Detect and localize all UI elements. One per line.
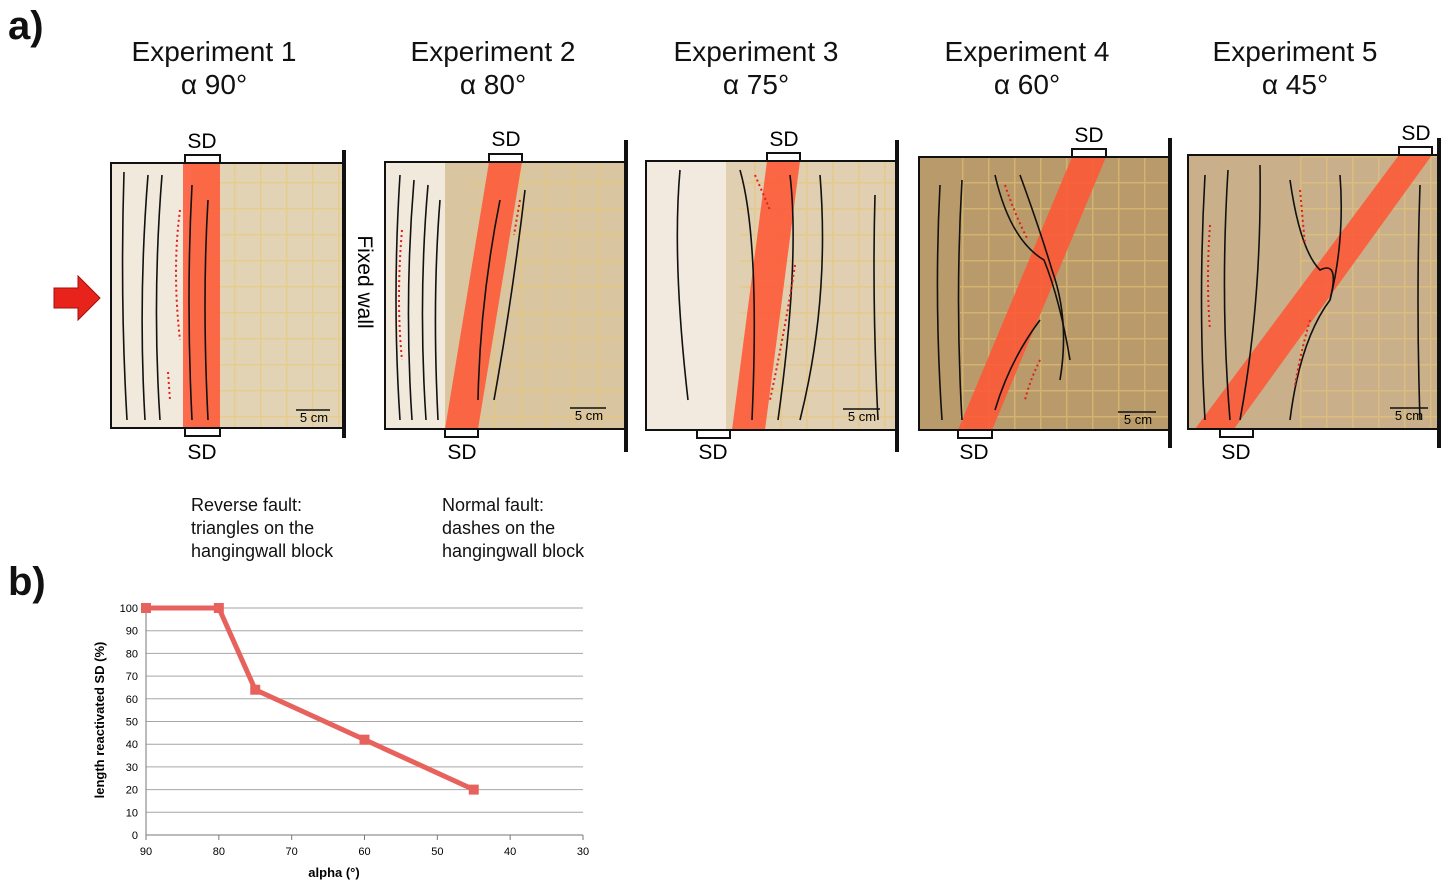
data-points: [141, 603, 479, 795]
data-point: [359, 734, 370, 745]
scale-label: 5 cm: [575, 408, 603, 423]
shear-zone: [445, 162, 522, 429]
experiment-1-sandbox: [110, 150, 346, 438]
y-tick-label: 90: [126, 626, 138, 638]
scale-label: 5 cm: [1124, 412, 1152, 427]
panel-a-label: a): [8, 4, 44, 48]
sd-label: SD: [1401, 122, 1430, 145]
y-tick-label: 70: [126, 671, 138, 683]
shear-zone: [958, 157, 1106, 430]
x-axis-ticks: 90 80 70 60 50 40 30: [140, 835, 589, 858]
x-tick-label: 60: [358, 846, 370, 858]
x-tick-label: 40: [504, 846, 516, 858]
x-tick-label: 80: [213, 846, 225, 858]
chart-gridlines: [145, 607, 583, 836]
x-tick-label: 90: [140, 846, 152, 858]
scale-label: 5 cm: [848, 409, 876, 424]
shear-zone: [1195, 155, 1432, 429]
y-tick-label: 60: [126, 694, 138, 706]
sandbox-figure: SD SD SD SD SD SD SD SD SD SD 5 cm 5 cm …: [53, 122, 1441, 464]
sd-label: SD: [187, 441, 216, 464]
y-tick-label: 50: [126, 717, 138, 729]
experiment-5-sandbox: [1187, 138, 1441, 448]
fixed-wall-label: Fixed wall: [353, 235, 376, 328]
experiment-2-sandbox: [384, 140, 628, 452]
panel-b-label: b): [8, 560, 46, 604]
y-tick-label: 30: [126, 762, 138, 774]
experiment-4-sandbox: [918, 138, 1172, 448]
sd-label: SD: [1074, 124, 1103, 147]
data-point: [213, 603, 224, 613]
data-point: [250, 684, 261, 695]
y-tick-label: 0: [132, 830, 138, 842]
scale-label: 5 cm: [1395, 408, 1423, 423]
reactivation-chart: 0 10 20 30 40 50 60 70 80 90 100 90 80 70 60 50 40 30 al…: [92, 603, 589, 880]
y-tick-label: 40: [126, 739, 138, 751]
experiment-3-sandbox: [645, 140, 899, 452]
normal-fault-legend: Normal fault: dashes on the hangingwall bl…: [442, 495, 585, 561]
push-arrow-icon: [53, 274, 101, 322]
data-point: [141, 603, 151, 613]
y-tick-label: 80: [126, 648, 138, 660]
x-tick-label: 70: [286, 846, 298, 858]
sd-label: SD: [187, 130, 216, 153]
scale-label: 5 cm: [300, 410, 328, 425]
y-tick-label: 100: [120, 603, 138, 615]
x-axis-label: alpha (°): [308, 865, 359, 880]
x-tick-label: 30: [577, 846, 589, 858]
sd-label: SD: [959, 441, 988, 464]
sd-label: SD: [1221, 441, 1250, 464]
y-axis-label: length reactivated SD (%): [92, 642, 107, 799]
shear-zone: [732, 161, 800, 430]
y-axis-ticks: 0 10 20 30 40 50 60 70 80 90 100: [120, 603, 138, 842]
sd-label: SD: [491, 128, 520, 151]
data-point: [468, 784, 479, 795]
reverse-fault-legend: Reverse fault: triangles on the hangingwal…: [191, 495, 334, 561]
sd-label: SD: [447, 441, 476, 464]
x-tick-label: 50: [431, 846, 443, 858]
y-tick-label: 10: [126, 807, 138, 819]
sd-label: SD: [769, 128, 798, 151]
sd-label: SD: [698, 441, 727, 464]
y-tick-label: 20: [126, 785, 138, 797]
